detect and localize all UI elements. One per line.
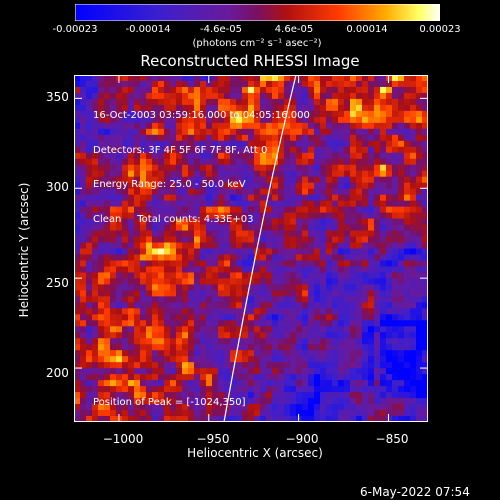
colorbar <box>75 4 440 21</box>
y-tick-label: 250 <box>46 276 69 290</box>
x-tick-label: −900 <box>285 432 319 446</box>
x-tick-label: −1000 <box>102 432 144 446</box>
peak-position-label: Position of Peak = [-1024,350] <box>93 397 246 408</box>
colorbar-tick-label: -0.00014 <box>125 24 171 35</box>
y-tick-label: 200 <box>46 366 69 380</box>
colorbar-tick-label: 0.00014 <box>346 24 388 35</box>
x-tick-label: −850 <box>375 432 409 446</box>
annotation-time-range: 16-Oct-2003 03:59:16.000 to 04:05:16.000 <box>93 110 310 121</box>
y-axis-label: Heliocentric Y (arcsec) <box>17 182 31 318</box>
x-axis-label: Heliocentric X (arcsec) <box>187 446 323 460</box>
image-pixels <box>74 75 428 422</box>
date-stamp: 6-May-2022 07:54 <box>360 485 470 499</box>
colorbar-tick-label: -0.00023 <box>52 24 98 35</box>
colorbar-tick-label: 4.6e-05 <box>274 24 314 35</box>
colorbar-tick-label: -4.6e-05 <box>200 24 242 35</box>
observation-annotation: 16-Oct-2003 03:59:16.000 to 04:05:16.000… <box>93 87 310 237</box>
axis-ticks <box>74 75 428 422</box>
plot-title: Reconstructed RHESSI Image <box>140 52 360 70</box>
rhessi-image <box>74 75 428 422</box>
plot-frame <box>74 75 428 422</box>
colorbar-units: (photons cm⁻² s⁻¹ asec⁻²) <box>192 38 322 49</box>
y-tick-label: 350 <box>46 90 69 104</box>
colorbar-tick-label: 0.00023 <box>419 24 461 35</box>
annotation-total-counts: Clean Total counts: 4.33E+03 <box>93 213 254 225</box>
annotation-energy-range: Energy Range: 25.0 - 50.0 keV <box>93 179 246 190</box>
y-tick-label: 300 <box>46 180 69 194</box>
annotation-detectors: Detectors: 3F 4F 5F 6F 7F 8F, Att 0 <box>93 144 268 156</box>
x-tick-label: −950 <box>196 432 230 446</box>
solar-limb-line <box>223 75 297 422</box>
